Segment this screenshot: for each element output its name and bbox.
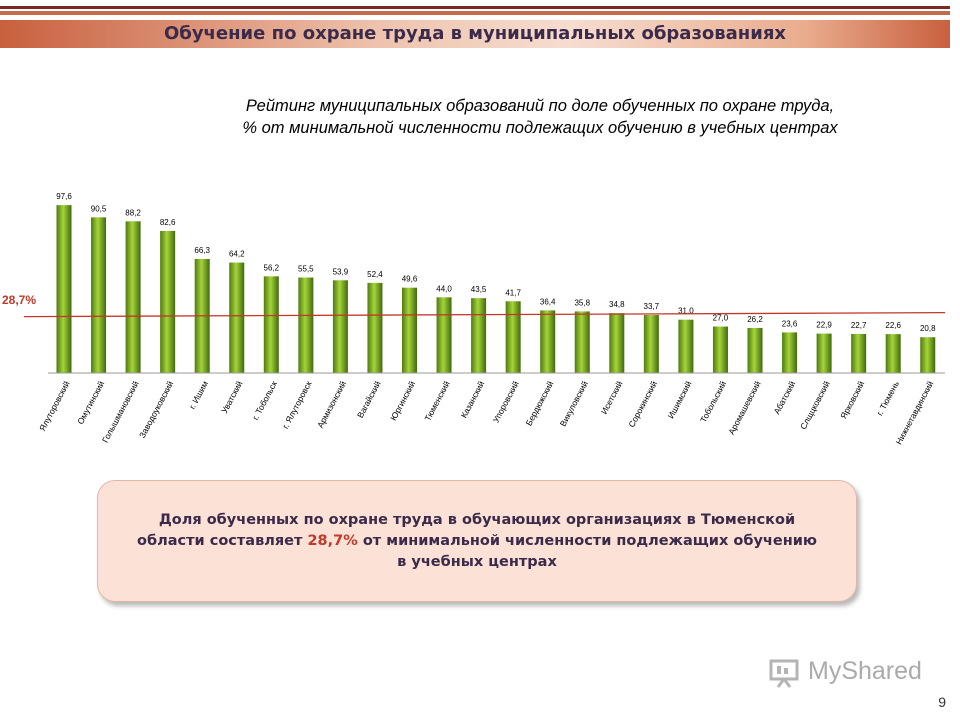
bar-value-label: 41,7 xyxy=(505,288,521,297)
x-tick-label: Омутинский xyxy=(75,379,106,426)
chart-title: Рейтинг муниципальных образований по дол… xyxy=(220,95,860,139)
top-stripe-light xyxy=(0,11,950,15)
bar-value-label: 31,0 xyxy=(678,307,694,316)
bar-value-label: 49,6 xyxy=(402,275,418,284)
bar-18 xyxy=(643,315,659,373)
reference-line xyxy=(23,311,946,318)
x-tick-label: Аромашевский xyxy=(726,379,763,436)
bar-15 xyxy=(540,310,556,373)
summary-text-after: от минимальной численности подлежащих об… xyxy=(357,532,817,570)
bar-11 xyxy=(402,287,417,373)
bar-value-label: 36,4 xyxy=(540,297,556,306)
x-tick-label: г. Тюмень xyxy=(874,379,901,417)
x-tick-label: Бердюжский xyxy=(524,379,556,427)
x-tick-label: г. Ишим xyxy=(187,379,210,411)
bar-chart: 97,6 90,5 88,2 82,6 66,3 64,2 56,2 55,5 53,9 52,4… xyxy=(23,192,946,446)
bar-value-label: 27,0 xyxy=(713,314,729,323)
bar-value-label: 26,2 xyxy=(747,315,763,324)
bar-value-label: 22,7 xyxy=(851,321,867,330)
bar-value-label: 97,6 xyxy=(56,192,72,201)
chart-title-line1: Рейтинг муниципальных образований по дол… xyxy=(245,97,835,115)
x-tick-label: Уватский xyxy=(219,379,244,415)
bar-7 xyxy=(263,276,279,373)
x-tick-label: Казанский xyxy=(459,379,487,420)
summary-box: Доля обученных по охране труда в обучающ… xyxy=(97,480,857,602)
bar-value-label: 55,5 xyxy=(298,265,314,274)
header-band xyxy=(0,20,950,48)
bar-value-label: 22,9 xyxy=(816,321,832,330)
bar-3 xyxy=(125,221,141,373)
chart-title-line2: % от минимальной численности подлежащих … xyxy=(242,119,838,137)
summary-highlight: 28,7% xyxy=(307,532,358,549)
x-tick-label: Тюменский xyxy=(422,379,452,423)
x-tick-label: г. Тобольск xyxy=(250,379,279,422)
x-tick-label: г. Ялуторовск xyxy=(280,379,314,430)
reference-line-label: 28,7% xyxy=(2,293,37,307)
page-number: 9 xyxy=(938,694,946,710)
x-tick-label: Ялуторовский xyxy=(37,379,72,433)
bar-value-label: 88,2 xyxy=(125,208,141,217)
x-tick-label: Заводоуковский xyxy=(137,379,176,440)
bar-value-label: 22,6 xyxy=(885,321,901,330)
bar-22 xyxy=(782,332,798,373)
x-tick-label: Исетский xyxy=(599,379,625,416)
bar-12 xyxy=(436,297,452,373)
x-tick-label: Тобольский xyxy=(698,379,728,424)
bar-13 xyxy=(471,298,487,373)
bar-value-label: 20,8 xyxy=(920,324,936,333)
summary-text-before: Доля обученных по охране труда в обучающ… xyxy=(137,511,796,549)
x-tick-label: Вагайский xyxy=(355,379,383,419)
bar-6 xyxy=(229,262,245,373)
bar-value-label: 52,4 xyxy=(367,270,383,279)
bar-19 xyxy=(678,319,694,373)
summary-text: Доля обученных по охране труда в обучающ… xyxy=(132,510,822,573)
bar-value-label: 23,6 xyxy=(782,319,798,328)
bar-1 xyxy=(56,205,72,373)
bar-value-label: 56,2 xyxy=(264,263,280,272)
bar-value-label: 35,8 xyxy=(574,298,590,307)
bar-value-label: 66,3 xyxy=(194,246,210,255)
bar-value-label: 82,6 xyxy=(160,218,176,227)
bar-4 xyxy=(160,230,176,373)
bar-17 xyxy=(609,313,625,373)
bar-23 xyxy=(816,333,832,373)
x-tick-label: Ярковский xyxy=(838,379,866,420)
bar-2 xyxy=(91,217,107,373)
x-tick-label: Ишимский xyxy=(666,379,694,420)
x-tick-label: Абатский xyxy=(772,379,798,416)
bar-26 xyxy=(920,337,936,373)
bar-value-label: 44,0 xyxy=(436,284,452,293)
x-tick-label: Голышмановский xyxy=(100,379,141,444)
bar-value-label: 90,5 xyxy=(91,204,107,213)
x-tick-label: Викуловский xyxy=(558,379,590,428)
x-tick-label: Слщцковский xyxy=(798,379,832,431)
myshared-logo: MyShared xyxy=(768,655,928,689)
bar-value-label: 34,8 xyxy=(609,300,625,309)
bar-10 xyxy=(367,282,383,373)
x-tick-label: Сорокинский xyxy=(626,379,659,429)
bar-value-label: 53,9 xyxy=(333,267,349,276)
bar-24 xyxy=(851,333,867,373)
x-tick-label: Упоровский xyxy=(491,379,521,424)
bar-value-label: 33,7 xyxy=(644,302,660,311)
bar-16 xyxy=(574,311,590,373)
top-stripe-dark xyxy=(0,6,950,9)
bar-20 xyxy=(712,326,728,373)
logo-text: MyShared xyxy=(808,657,922,685)
bar-value-label: 64,2 xyxy=(229,250,245,259)
x-tick-label: Армизонский xyxy=(315,379,348,430)
x-tick-label: Нижнетавдинский xyxy=(894,379,936,446)
page-title: Обучение по охране труда в муниципальных… xyxy=(163,23,787,44)
bar-8 xyxy=(298,277,314,373)
bar-25 xyxy=(885,334,901,373)
bar-9 xyxy=(332,280,348,373)
bar-value-label: 43,5 xyxy=(471,285,487,294)
bar-14 xyxy=(505,301,521,373)
presentation-board-icon xyxy=(769,659,799,688)
x-tick-label: Юргинский xyxy=(388,379,417,422)
bar-21 xyxy=(747,327,763,373)
